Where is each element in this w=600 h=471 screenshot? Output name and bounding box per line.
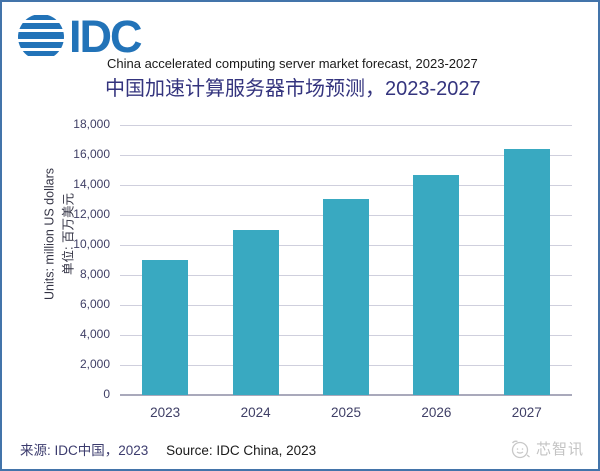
watermark-label: 芯智讯 (535, 441, 584, 458)
source-note-english: Source: IDC China, 2023 (166, 443, 317, 458)
bar-2025 (323, 198, 369, 395)
y-tick-label-16000: 16,000 (73, 147, 110, 161)
source-note: 来源: IDC中国，2023 Source: IDC China, 2023 (20, 439, 316, 459)
bar-2027 (503, 149, 550, 395)
x-tick-label-2024: 2024 (240, 405, 271, 420)
xinzhixun-chick-logo-icon (511, 440, 530, 458)
gridline-18000 (120, 124, 572, 126)
y-tick-label-12000: 12,000 (73, 207, 110, 221)
x-tick-label-2025: 2025 (330, 405, 362, 420)
source-note-chinese: 来源: IDC中国，2023 (20, 443, 149, 458)
bar-2023 (142, 260, 189, 395)
y-tick-label-6000: 6,000 (79, 297, 110, 311)
y-tick-label-2000: 2,000 (79, 357, 110, 371)
y-tick-label-10000: 10,000 (73, 237, 110, 251)
bar-2026 (413, 174, 460, 395)
y-tick-label-14000: 14,000 (73, 177, 110, 191)
y-tick-label-4000: 4,000 (79, 327, 110, 341)
chart-title-chinese: 中国加速计算服务器市场预测，2023-2027 (105, 78, 481, 100)
idc-logo-wordmark: IDC (69, 11, 142, 62)
y-tick-label-18000: 18,000 (73, 117, 110, 131)
idc-logo: IDC (16, 11, 142, 62)
x-axis-line (120, 394, 572, 396)
chart-title-english: China accelerated computing server marke… (107, 56, 478, 71)
gridline-16000 (120, 154, 572, 156)
gridline-14000 (120, 184, 572, 186)
x-tick-label-2027: 2027 (511, 405, 542, 420)
bar-2024 (232, 230, 279, 395)
y-tick-label-0: 0 (103, 387, 110, 401)
x-tick-label-2026: 2026 (421, 405, 452, 420)
y-tick-label-8000: 8,000 (79, 267, 110, 281)
x-tick-label-2023: 2023 (150, 405, 181, 420)
idc-globe-icon (18, 15, 64, 56)
watermark: 芯智讯 (509, 438, 584, 459)
